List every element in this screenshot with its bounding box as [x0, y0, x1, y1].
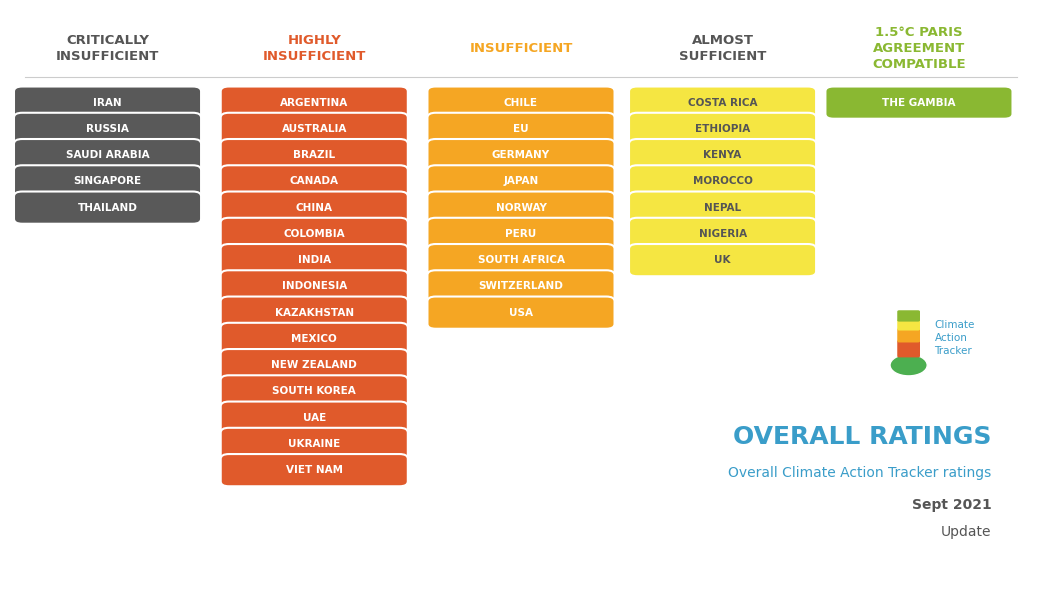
FancyBboxPatch shape	[221, 296, 407, 329]
Text: GERMANY: GERMANY	[492, 150, 550, 160]
Text: UK: UK	[715, 255, 730, 265]
Text: CRITICALLY
INSUFFICIENT: CRITICALLY INSUFFICIENT	[56, 34, 159, 64]
Text: KAZAKHSTAN: KAZAKHSTAN	[275, 308, 354, 318]
FancyBboxPatch shape	[897, 328, 920, 342]
FancyBboxPatch shape	[14, 165, 201, 197]
FancyBboxPatch shape	[629, 165, 816, 197]
Text: SWITZERLAND: SWITZERLAND	[478, 281, 564, 292]
Text: ALMOST
SUFFICIENT: ALMOST SUFFICIENT	[679, 34, 766, 64]
FancyBboxPatch shape	[629, 218, 816, 250]
FancyBboxPatch shape	[221, 192, 407, 224]
Text: Climate
Action
Tracker: Climate Action Tracker	[935, 320, 975, 356]
FancyBboxPatch shape	[897, 319, 920, 330]
Text: VIET NAM: VIET NAM	[286, 465, 343, 475]
FancyBboxPatch shape	[221, 113, 407, 145]
Text: CANADA: CANADA	[290, 177, 339, 186]
Text: PERU: PERU	[505, 229, 537, 239]
Text: UKRAINE: UKRAINE	[289, 439, 341, 449]
Text: KENYA: KENYA	[703, 150, 742, 160]
FancyBboxPatch shape	[14, 113, 201, 145]
FancyBboxPatch shape	[427, 218, 615, 250]
FancyBboxPatch shape	[427, 139, 615, 171]
FancyBboxPatch shape	[897, 340, 920, 358]
FancyBboxPatch shape	[221, 139, 407, 171]
FancyBboxPatch shape	[427, 192, 615, 224]
Text: 1.5°C PARIS
AGREEMENT
COMPATIBLE: 1.5°C PARIS AGREEMENT COMPATIBLE	[872, 27, 966, 71]
Text: CHILE: CHILE	[504, 97, 538, 108]
Text: JAPAN: JAPAN	[503, 177, 539, 186]
Text: COSTA RICA: COSTA RICA	[688, 97, 758, 108]
Text: UAE: UAE	[302, 413, 326, 423]
FancyBboxPatch shape	[221, 402, 407, 434]
FancyBboxPatch shape	[14, 87, 201, 119]
FancyBboxPatch shape	[427, 296, 615, 329]
Text: IRAN: IRAN	[93, 97, 122, 108]
FancyBboxPatch shape	[221, 375, 407, 408]
FancyBboxPatch shape	[221, 244, 407, 276]
FancyBboxPatch shape	[629, 244, 816, 276]
Text: AUSTRALIA: AUSTRALIA	[281, 124, 347, 134]
Text: NEPAL: NEPAL	[704, 203, 741, 212]
FancyBboxPatch shape	[427, 165, 615, 197]
Text: SOUTH AFRICA: SOUTH AFRICA	[477, 255, 565, 265]
Text: THAILAND: THAILAND	[77, 203, 138, 212]
FancyBboxPatch shape	[221, 454, 407, 486]
FancyBboxPatch shape	[221, 349, 407, 381]
FancyBboxPatch shape	[629, 87, 816, 119]
Text: SAUDI ARABIA: SAUDI ARABIA	[66, 150, 149, 160]
FancyBboxPatch shape	[427, 244, 615, 276]
FancyBboxPatch shape	[427, 113, 615, 145]
Text: COLOMBIA: COLOMBIA	[283, 229, 345, 239]
Text: RUSSIA: RUSSIA	[86, 124, 129, 134]
Text: SOUTH KOREA: SOUTH KOREA	[272, 387, 356, 396]
FancyBboxPatch shape	[629, 113, 816, 145]
FancyBboxPatch shape	[14, 192, 201, 224]
Text: NORWAY: NORWAY	[496, 203, 546, 212]
FancyBboxPatch shape	[221, 218, 407, 250]
FancyBboxPatch shape	[221, 323, 407, 355]
Text: INDONESIA: INDONESIA	[281, 281, 347, 292]
Text: BRAZIL: BRAZIL	[293, 150, 336, 160]
FancyBboxPatch shape	[897, 310, 920, 322]
FancyBboxPatch shape	[221, 428, 407, 460]
FancyBboxPatch shape	[221, 87, 407, 119]
FancyBboxPatch shape	[427, 87, 615, 119]
FancyBboxPatch shape	[221, 270, 407, 302]
Text: OVERALL RATINGS: OVERALL RATINGS	[733, 425, 991, 449]
FancyBboxPatch shape	[427, 270, 615, 302]
Text: NEW ZEALAND: NEW ZEALAND	[271, 360, 357, 370]
Text: Sept 2021: Sept 2021	[912, 499, 991, 512]
Text: ETHIOPIA: ETHIOPIA	[695, 124, 750, 134]
Text: Update: Update	[941, 525, 991, 539]
FancyBboxPatch shape	[221, 165, 407, 197]
Text: SINGAPORE: SINGAPORE	[74, 177, 142, 186]
FancyBboxPatch shape	[629, 192, 816, 224]
Text: EU: EU	[514, 124, 528, 134]
Text: INDIA: INDIA	[298, 255, 330, 265]
Text: MOROCCO: MOROCCO	[693, 177, 752, 186]
Text: USA: USA	[508, 308, 534, 318]
Text: HIGHLY
INSUFFICIENT: HIGHLY INSUFFICIENT	[263, 34, 366, 64]
FancyBboxPatch shape	[825, 87, 1013, 119]
Text: NIGERIA: NIGERIA	[698, 229, 747, 239]
FancyBboxPatch shape	[629, 139, 816, 171]
Circle shape	[890, 355, 927, 376]
FancyBboxPatch shape	[14, 139, 201, 171]
Text: THE GAMBIA: THE GAMBIA	[883, 97, 956, 108]
Text: Overall Climate Action Tracker ratings: Overall Climate Action Tracker ratings	[728, 466, 991, 480]
Text: ARGENTINA: ARGENTINA	[280, 97, 348, 108]
Text: CHINA: CHINA	[296, 203, 332, 212]
Text: MEXICO: MEXICO	[292, 334, 338, 344]
Text: INSUFFICIENT: INSUFFICIENT	[469, 42, 573, 56]
